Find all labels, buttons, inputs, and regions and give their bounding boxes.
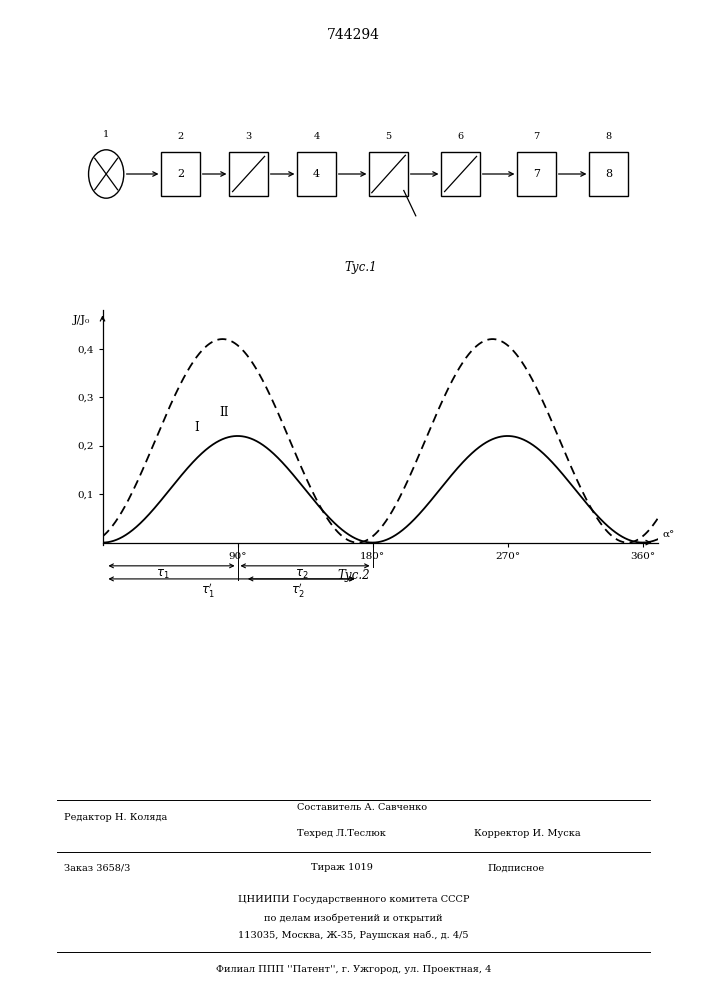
Text: 4: 4 [313,132,320,141]
Text: 5: 5 [385,132,392,141]
Text: 7: 7 [534,132,539,141]
Text: 2: 2 [177,132,184,141]
Text: 1: 1 [103,130,110,139]
Text: 6: 6 [457,132,464,141]
Text: Корректор И. Муска: Корректор И. Муска [474,830,580,838]
Text: 2: 2 [177,169,184,179]
Text: II: II [219,406,229,419]
Text: Тираж 1019: Тираж 1019 [311,863,373,872]
Text: $\tau_2$: $\tau_2$ [296,568,309,581]
Text: Подписное: Подписное [488,863,545,872]
Text: 7: 7 [533,169,540,179]
Circle shape [88,150,124,198]
Text: 8: 8 [605,169,612,179]
Text: 4: 4 [313,169,320,179]
Bar [441,152,480,196]
Text: 8: 8 [605,132,612,141]
Text: Составитель А. Савченко: Составитель А. Савченко [297,802,427,812]
Text: по делам изобретений и открытий: по делам изобретений и открытий [264,913,443,923]
Bar [369,152,408,196]
Text: ЦНИИПИ Государственного комитета СССР: ЦНИИПИ Государственного комитета СССР [238,896,469,904]
Text: 113035, Москва, Ж-35, Раушская наб., д. 4/5: 113035, Москва, Ж-35, Раушская наб., д. … [238,930,469,940]
Bar [518,152,556,196]
Text: α°: α° [662,531,674,540]
Text: Заказ 3658/3: Заказ 3658/3 [64,863,130,872]
Text: $\tau_2'$: $\tau_2'$ [291,581,304,599]
Text: Техред Л.Теслюк: Техред Л.Теслюк [297,830,386,838]
Text: 3: 3 [245,132,252,141]
Text: 744294: 744294 [327,28,380,42]
Bar [298,152,336,196]
Bar [161,152,200,196]
Text: $\tau_1'$: $\tau_1'$ [201,581,214,599]
Bar [229,152,268,196]
Text: Филиал ППП ''Патент'', г. Ужгород, ул. Проектная, 4: Филиал ППП ''Патент'', г. Ужгород, ул. П… [216,966,491,974]
Text: $\tau_1$: $\tau_1$ [156,568,169,581]
Text: Редактор Н. Коляда: Редактор Н. Коляда [64,812,167,822]
Text: Τус.2: Τус.2 [337,568,370,582]
Text: I: I [194,421,199,434]
Text: Τус.1: Τус.1 [344,261,377,274]
Bar [590,152,628,196]
Text: J/J₀: J/J₀ [73,315,90,325]
